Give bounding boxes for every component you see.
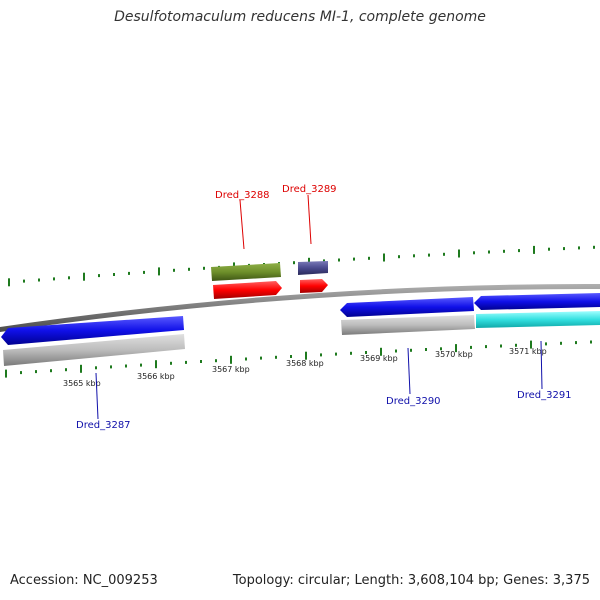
feature-dred-3290-track[interactable] (341, 315, 475, 335)
map-title: Desulfotomaculum reducens MI-1, complete… (114, 9, 486, 25)
feature-dred-3289-cds[interactable] (300, 279, 328, 293)
scale-label-3568: 3568 kbp (286, 359, 324, 368)
scale-label-3565: 3565 kbp (63, 379, 101, 388)
topology-summary-text: Topology: circular; Length: 3,608,104 bp… (232, 573, 590, 588)
gene-label-dred-3289[interactable]: Dred_3289 (282, 184, 337, 195)
feature-dred-3287-track[interactable] (3, 334, 185, 366)
accession-text: Accession: NC_009253 (10, 573, 158, 588)
leader-line-dred-3291 (540, 340, 543, 390)
feature-dred-3289-rna[interactable] (298, 261, 328, 275)
scale-label-3571: 3571 kbp (509, 347, 547, 356)
feature-dred-3288-rna[interactable] (211, 263, 281, 281)
leader-line-dred-3290 (407, 347, 411, 395)
leader-line-dred-3287 (95, 372, 99, 420)
gene-label-dred-3288[interactable]: Dred_3288 (215, 190, 270, 201)
leader-line-dred-3289 (307, 194, 312, 245)
leader-line-dred-3288 (239, 199, 245, 250)
genome-backbone (0, 283, 600, 332)
gene-label-dred-3287[interactable]: Dred_3287 (76, 420, 131, 431)
feature-dred-3291-track[interactable] (476, 311, 600, 328)
feature-dred-3287-cds[interactable] (1, 316, 184, 345)
gene-label-dred-3291[interactable]: Dred_3291 (517, 390, 572, 401)
scale-label-3566: 3566 kbp (137, 372, 175, 381)
gene-label-dred-3290[interactable]: Dred_3290 (386, 396, 441, 407)
scale-label-3569: 3569 kbp (360, 354, 398, 363)
feature-dred-3288-cds[interactable] (213, 281, 282, 299)
scale-label-3570: 3570 kbp (435, 350, 473, 359)
feature-dred-3290-cds[interactable] (340, 297, 474, 317)
lower-tick-ring (5, 340, 592, 378)
feature-dred-3291-cds[interactable] (474, 293, 600, 310)
scale-label-3567: 3567 kbp (212, 365, 250, 374)
